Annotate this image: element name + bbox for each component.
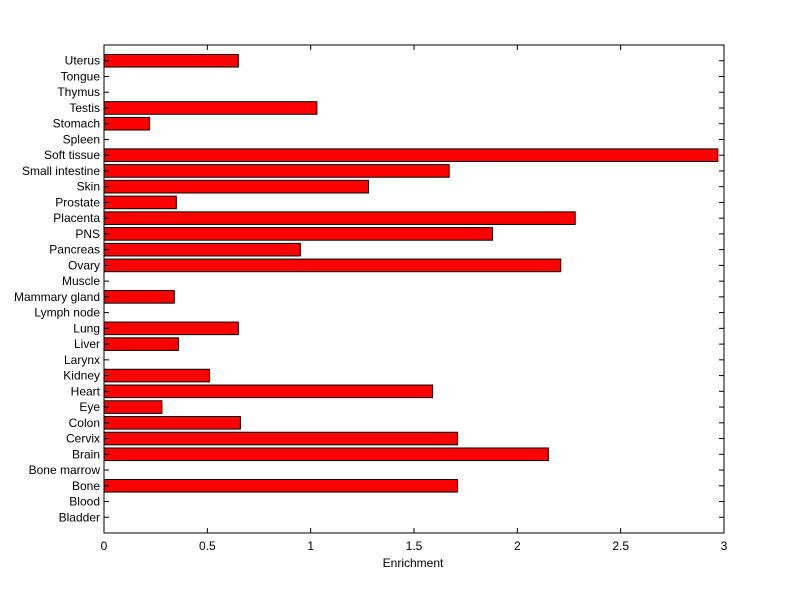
y-tick-label: Heart (71, 384, 101, 398)
y-tick-label: Cervix (66, 432, 100, 446)
y-tick-label: Bone (72, 479, 100, 493)
plot-frame (103, 44, 725, 534)
y-tick-label: Thymus (57, 85, 100, 99)
y-tick-label: Colon (69, 416, 100, 430)
y-tick-label: Lung (73, 321, 100, 335)
bar-skin (103, 179, 370, 194)
bar-eye (103, 400, 163, 414)
y-tick-label: Blood (69, 495, 100, 509)
y-tick-label: Uterus (65, 54, 100, 68)
bar-prostate (103, 195, 177, 210)
bar-bone (103, 478, 458, 493)
x-tick-label: 0 (101, 539, 108, 553)
bar-uterus (103, 53, 239, 68)
y-tick-label: Brain (72, 447, 100, 461)
y-tick-label: Lymph node (34, 306, 100, 320)
y-tick-label: Mammary gland (14, 290, 100, 304)
y-tick-label: Testis (69, 101, 100, 115)
y-tick-label: Skin (77, 180, 100, 194)
y-tick-label: Soft tissue (44, 148, 100, 162)
bar-stomach (103, 116, 150, 131)
bar-pancreas (103, 242, 301, 257)
bar-small-intestine (103, 164, 450, 178)
bar-pns (103, 227, 494, 241)
bar-brain (103, 447, 549, 462)
y-tick-label: Placenta (53, 211, 100, 225)
bar-testis (103, 101, 318, 115)
y-tick-label: Ovary (68, 258, 100, 272)
y-tick-label: Stomach (53, 117, 100, 131)
x-tick-label: 2 (514, 539, 521, 553)
x-tick-label: 1 (307, 539, 314, 553)
x-tick-label: 3 (721, 539, 728, 553)
bar-ovary (103, 258, 562, 273)
bar-lung (103, 321, 239, 336)
y-tick-label: Bladder (59, 510, 100, 524)
y-tick-label: Bone marrow (29, 463, 101, 477)
y-tick-label: Pancreas (49, 243, 100, 257)
bar-colon (103, 416, 241, 430)
y-tick-label: Liver (74, 337, 100, 351)
x-tick-label: 1.5 (406, 539, 423, 553)
bar-liver (103, 337, 179, 351)
y-tick-label: Kidney (63, 369, 100, 383)
y-tick-label: PNS (75, 227, 100, 241)
y-tick-label: Muscle (62, 274, 100, 288)
y-tick-label: Eye (79, 400, 100, 414)
y-tick-label: Small intestine (22, 164, 100, 178)
bar-heart (103, 384, 434, 399)
bar-placenta (103, 211, 576, 225)
x-tick-label: 2.5 (612, 539, 629, 553)
y-tick-label: Larynx (64, 353, 100, 367)
bar-kidney (103, 368, 210, 383)
x-axis-label: Enrichment (383, 556, 444, 570)
y-tick-label: Spleen (63, 132, 100, 146)
bar-soft-tissue (103, 148, 719, 162)
bar-mammary-gland (103, 290, 175, 304)
y-tick-label: Tongue (61, 69, 101, 83)
bar-cervix (103, 431, 458, 446)
y-tick-label: Prostate (55, 195, 100, 209)
x-tick-label: 0.5 (199, 539, 216, 553)
